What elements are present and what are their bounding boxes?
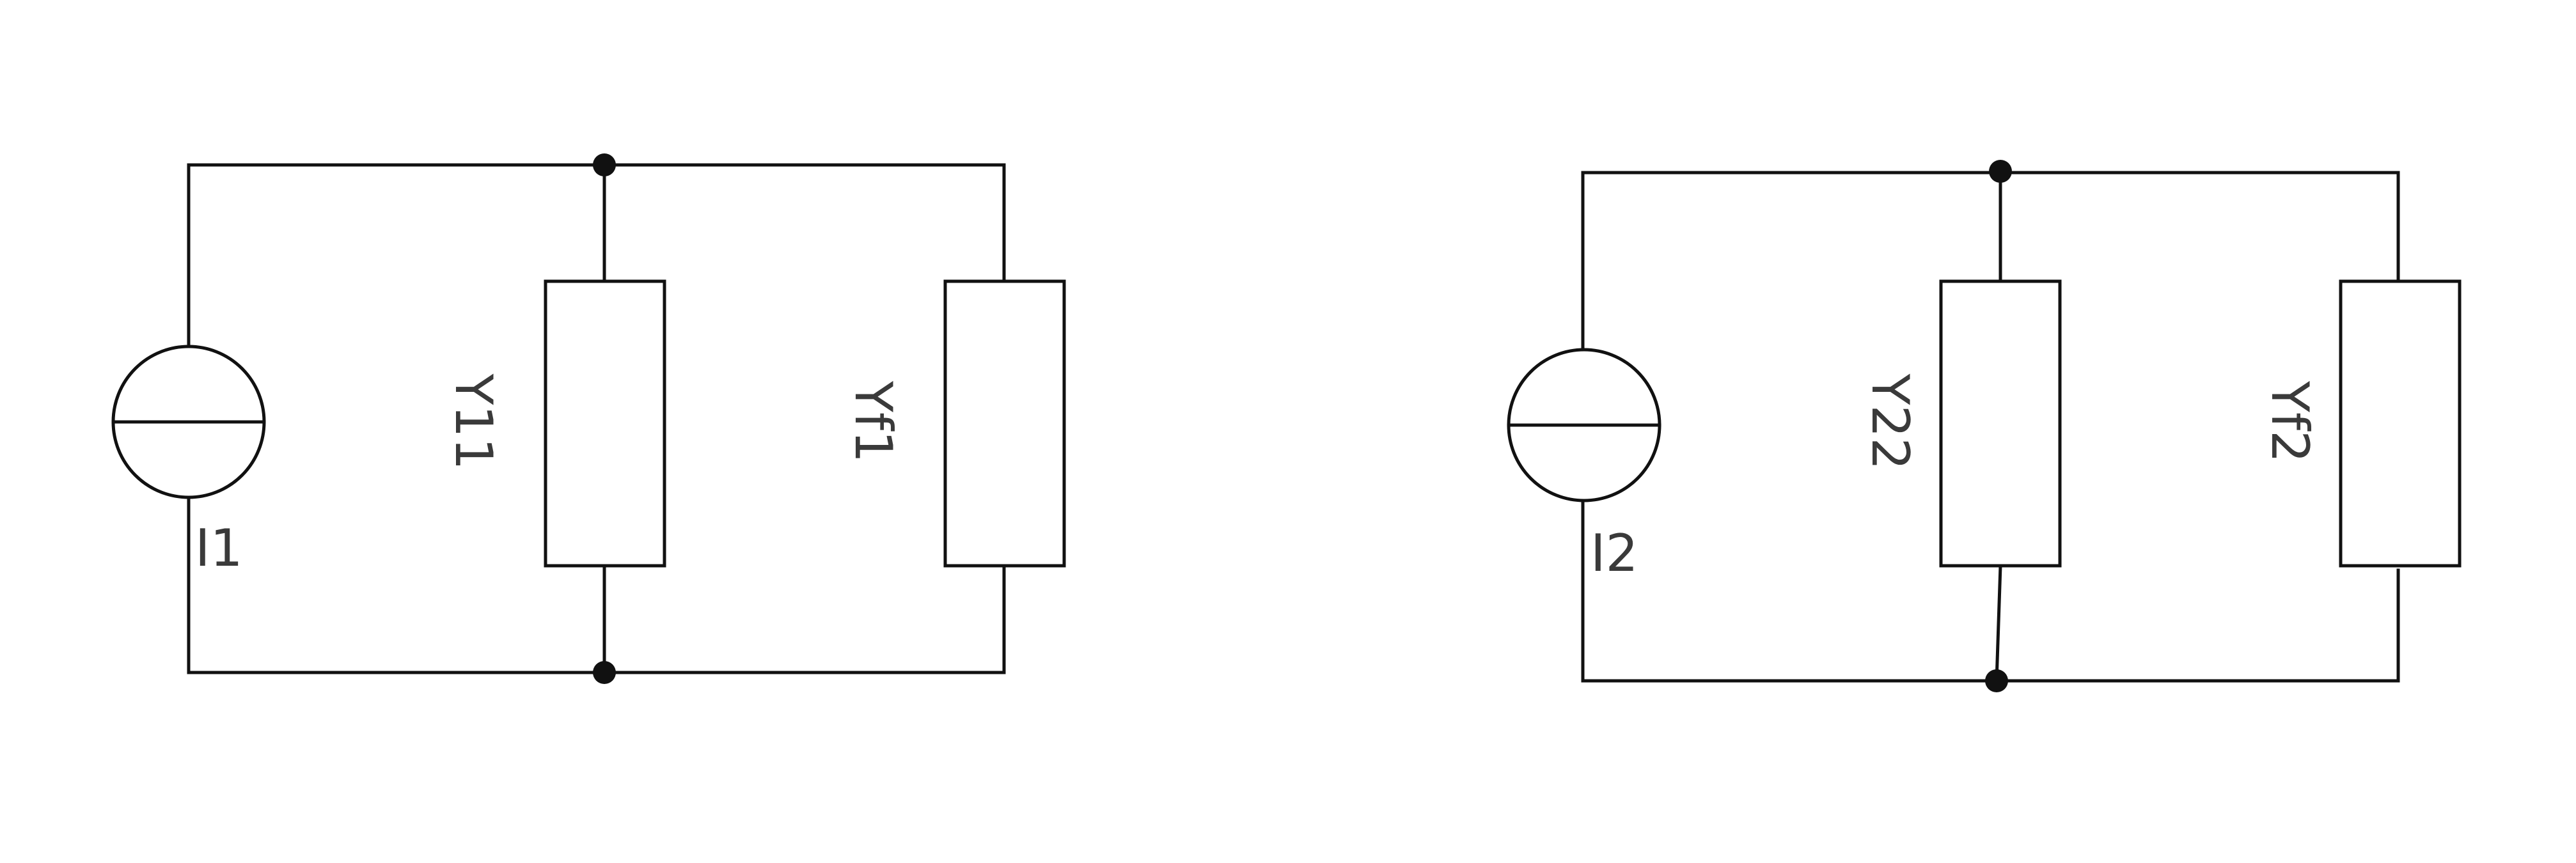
circuit-1-current-source bbox=[111, 345, 266, 499]
circuit-2-bottom-junction bbox=[1985, 669, 2008, 692]
circuit-2-branch-2-label: Yf2 bbox=[2260, 380, 2320, 463]
circuit-1: I1 Y11 Yf1 bbox=[111, 153, 1066, 684]
circuit-1-bottom-junction bbox=[593, 661, 616, 684]
circuit-2-admittance-yf2 bbox=[2339, 279, 2462, 568]
circuit-2-admittance-y22 bbox=[1939, 279, 2062, 568]
circuit-2-source-label: I2 bbox=[1590, 524, 1638, 583]
circuit-2-branch-1-bottom-lead bbox=[1995, 564, 2002, 683]
circuit-1-branch-1-label: Y11 bbox=[444, 373, 503, 470]
circuit-1-source-label: I1 bbox=[195, 518, 243, 578]
circuit-2-current-source bbox=[1507, 348, 1661, 502]
circuit-2-top-junction bbox=[1989, 160, 2012, 183]
circuit-2-branch-1-label: Y22 bbox=[1860, 373, 1920, 470]
circuit-1-top-junction bbox=[593, 153, 616, 176]
circuit-1-admittance-yf1 bbox=[943, 279, 1066, 568]
circuit-1-admittance-y11 bbox=[544, 279, 666, 568]
circuit-2: I2 Y22 Yf2 bbox=[1507, 160, 2462, 692]
circuit-1-branch-2-label: Yf1 bbox=[844, 380, 903, 463]
